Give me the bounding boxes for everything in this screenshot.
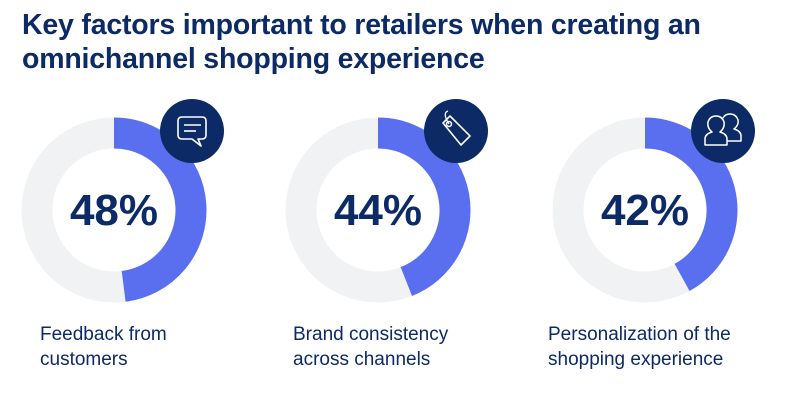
title-line-1: Key factors important to retailers when … xyxy=(22,9,701,41)
label-line: Brand consistency xyxy=(293,324,449,345)
label-brand: Brand consistency across channels xyxy=(293,322,448,372)
donut-value-arc xyxy=(113,117,207,302)
price-tag-icon xyxy=(424,99,488,163)
donut-value-arc xyxy=(644,117,738,292)
label-feedback: Feedback from customers xyxy=(40,322,167,372)
donut-3: 42% xyxy=(552,99,755,303)
label-personalization: Personalization of the shopping experien… xyxy=(548,322,731,372)
users-icon xyxy=(691,99,755,163)
chart-title: Key factors important to retailers when … xyxy=(22,8,701,76)
title-line-2: omnichannel shopping experience xyxy=(22,43,485,75)
label-line: across channels xyxy=(293,349,431,370)
label-line: shopping experience xyxy=(548,349,724,370)
value-label: 44% xyxy=(334,186,422,235)
donut-1: 48% xyxy=(21,99,224,303)
donut-2: 44% xyxy=(285,99,488,303)
chat-bubble-icon xyxy=(160,99,224,163)
label-line: customers xyxy=(40,349,128,370)
value-label: 48% xyxy=(70,186,158,235)
label-line: Personalization of the xyxy=(548,324,731,345)
donut-value-arc xyxy=(377,117,471,296)
label-line: Feedback from xyxy=(40,324,167,345)
value-label: 42% xyxy=(601,186,689,235)
